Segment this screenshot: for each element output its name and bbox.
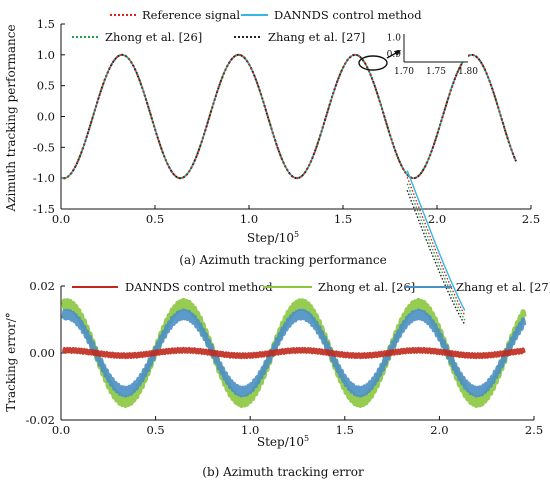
inset-dannds-line <box>406 170 466 311</box>
inset-x-tick-label: 1.80 <box>458 67 478 77</box>
dannds-error-line <box>61 346 526 360</box>
top-y-tick-label: -0.5 <box>33 140 55 154</box>
top-y-tick-label: -1.0 <box>33 171 55 185</box>
top-legend: Reference signal DANNDS control method Z… <box>72 8 422 44</box>
bottom-x-tick-label: 2.0 <box>430 423 448 437</box>
bottom-caption: (b) Azimuth tracking error <box>202 465 364 479</box>
legend-label-reference: Reference signal <box>142 8 240 22</box>
top-x-tick-label: 1.0 <box>240 212 258 226</box>
bottom-series-lines <box>60 297 527 408</box>
top-ticks: 0.0 0.5 1.0 1.5 2.0 2.5 1.5 1.0 0.5 0.0 -0.5 -1.0 -1… <box>33 17 540 226</box>
legend-label-zhong-error: Zhong et al. [26] <box>318 280 415 294</box>
top-x-tick-label: 1.5 <box>334 212 352 226</box>
dannds-line <box>60 53 517 180</box>
top-y-tick-label: 0.0 <box>37 110 55 124</box>
inset-x-tick-label: 1.75 <box>426 67 446 77</box>
legend-label-zhang-error: Zhang et al. [27] <box>456 280 550 294</box>
legend-label-dannds: DANNDS control method <box>274 8 422 22</box>
inset-x-tick-label: 1.70 <box>394 67 414 77</box>
zoom-arrow-head <box>394 50 401 56</box>
top-y-tick-label: 1.0 <box>37 48 55 62</box>
top-x-tick-label: 0.5 <box>146 212 164 226</box>
inset-zhong-line <box>406 183 466 321</box>
top-caption: (a) Azimuth tracking performance <box>179 253 386 267</box>
tracking-error-chart: 0.0 0.5 1.0 1.5 2.0 2.5 0.02 0.00 -0.02 Tracking… <box>4 279 550 479</box>
inset-y-tick-label: 0.9 <box>387 50 402 60</box>
top-y-tick-label: 1.5 <box>37 17 55 31</box>
top-x-tick-label: 0.0 <box>52 212 70 226</box>
top-ylabel: Azimuth tracking performance <box>4 24 18 212</box>
bottom-legend: DANNDS control method Zhong et al. [26] … <box>72 280 550 294</box>
bottom-x-tick-label: 1.5 <box>336 423 354 437</box>
bottom-x-tick-label: 1.0 <box>241 423 259 437</box>
bottom-x-tick-label: 0.0 <box>52 423 70 437</box>
legend-label-dannds-error: DANNDS control method <box>125 280 273 294</box>
top-x-tick-label: 2.5 <box>522 212 540 226</box>
inset-y-tick-label: 1.0 <box>387 33 402 43</box>
bottom-y-tick-label: 0.02 <box>29 279 55 293</box>
top-y-tick-label: 0.5 <box>37 79 55 93</box>
top-xlabel: Step/105 <box>247 230 299 245</box>
bottom-ticks: 0.0 0.5 1.0 1.5 2.0 2.5 0.02 0.00 -0.02 <box>26 279 544 437</box>
zhang-line <box>60 53 517 180</box>
reference-line <box>60 53 517 180</box>
zoom-indicator <box>358 50 401 71</box>
legend-label-zhang: Zhang et al. [27] <box>268 30 365 44</box>
top-y-tick-label: -1.5 <box>33 202 55 216</box>
inset-chart: 1.70 1.75 1.80 1.0 0.9 <box>387 33 478 326</box>
top-series-lines <box>60 53 517 180</box>
zoom-ellipse <box>358 55 388 71</box>
top-x-tick-label: 2.0 <box>428 212 446 226</box>
bottom-xlabel: Step/105 <box>257 434 309 449</box>
bottom-y-tick-label: -0.02 <box>26 413 56 427</box>
bottom-ylabel: Tracking error/° <box>4 312 18 412</box>
azimuth-tracking-chart: 0.0 0.5 1.0 1.5 2.0 2.5 1.5 1.0 0.5 0.0 -0.5 -1.0 -1… <box>4 8 540 326</box>
bottom-y-tick-label: 0.00 <box>29 346 55 360</box>
bottom-x-tick-label: 0.5 <box>146 423 164 437</box>
zhong-line <box>60 53 517 180</box>
legend-label-zhong: Zhong et al. [26] <box>105 30 202 44</box>
inset-background <box>404 34 468 62</box>
bottom-x-tick-label: 2.5 <box>525 423 543 437</box>
